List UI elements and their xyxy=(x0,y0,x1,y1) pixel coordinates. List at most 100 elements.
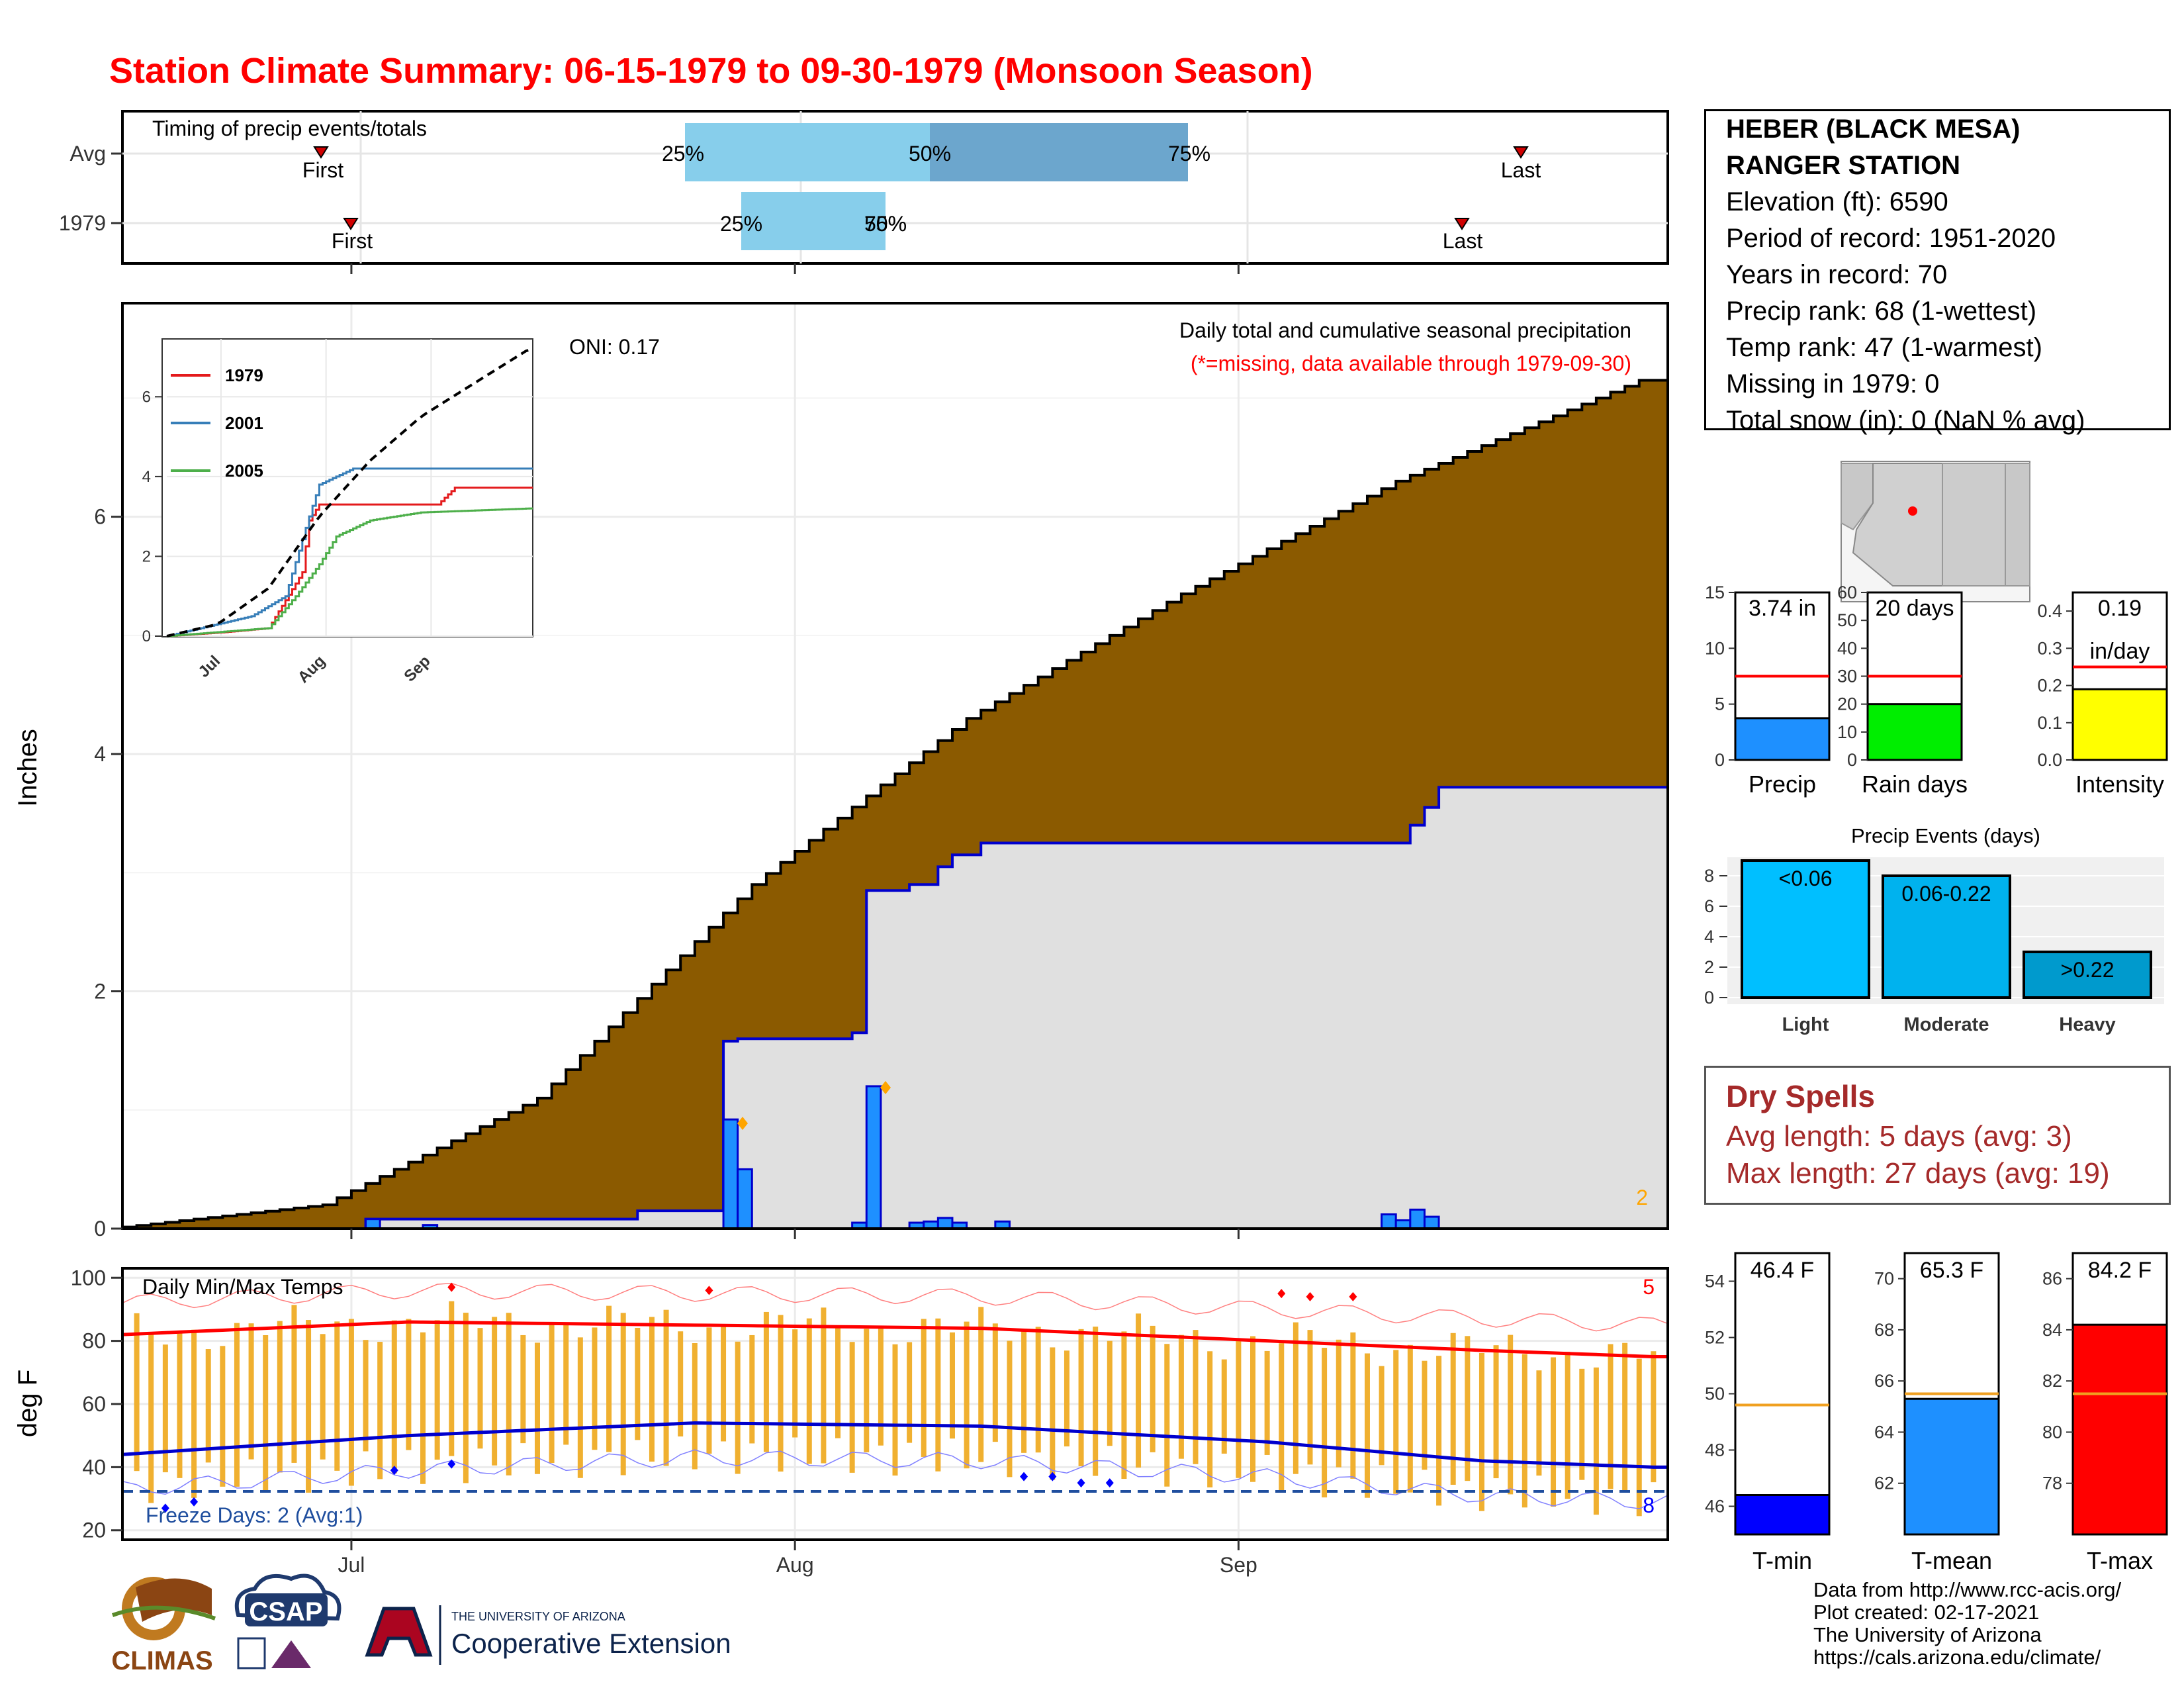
events-bar-Moderate xyxy=(1882,874,2011,999)
daily-temp-bar xyxy=(1536,1370,1542,1476)
avg-min-line xyxy=(122,1421,1668,1469)
mini-value: 20 days xyxy=(1875,596,1954,621)
temp-summary-label: T-min xyxy=(1752,1547,1812,1574)
station-missing: Missing in 1979: 0 xyxy=(1726,369,1940,399)
events-tick-label: 6 xyxy=(1704,896,1714,916)
temp-summary-bar-T-mean xyxy=(1903,1397,2000,1536)
events-tick-label: 2 xyxy=(1704,957,1714,977)
temp-summary-tick-label: 82 xyxy=(2042,1371,2062,1391)
daily-temp-bar xyxy=(864,1329,870,1452)
daily-temp-bar xyxy=(663,1309,669,1466)
daily-temp-bar xyxy=(935,1318,941,1472)
daily-temp-bar xyxy=(692,1342,698,1470)
dry-spells-box: Dry Spells Avg length: 5 days (avg: 3) M… xyxy=(1704,1066,2171,1205)
temp-summary-bar-T-min xyxy=(1734,1494,1831,1536)
daily-temp-bar xyxy=(334,1321,340,1471)
mini-label: Precip xyxy=(1749,771,1816,798)
temps-label: Daily Min/Max Temps xyxy=(142,1275,343,1299)
daily-temp-bar xyxy=(1450,1333,1456,1485)
daily-temp-bar xyxy=(1221,1359,1227,1454)
daily-temp-bar xyxy=(205,1349,211,1463)
temp-summary-label: T-max xyxy=(2087,1547,2153,1574)
record-low-marker xyxy=(161,1503,169,1513)
inset-line-2001 xyxy=(167,467,533,637)
daily-temp-bar xyxy=(148,1332,154,1503)
credits-line-3: The University of Arizona xyxy=(1813,1623,2042,1646)
daily-temp-bar xyxy=(1193,1330,1199,1464)
daily-precip-bar xyxy=(1381,1213,1397,1230)
legend-label-2001: 2001 xyxy=(225,413,263,433)
mini-tick-label: 0 xyxy=(1715,750,1725,770)
station-name-1: HEBER (BLACK MESA) xyxy=(1726,115,2021,144)
events-bar-Light xyxy=(1741,859,1870,999)
daily-temp-bar xyxy=(477,1328,483,1449)
record-low-marker xyxy=(1077,1478,1085,1488)
freeze-days: Freeze Days: 2 (Avg:1) xyxy=(146,1503,363,1527)
daily-temp-bar xyxy=(1493,1345,1499,1479)
daily-temp-bar xyxy=(849,1342,855,1473)
daily-temp-bar xyxy=(763,1311,769,1452)
timing-1979-last-marker xyxy=(1454,218,1470,230)
daily-temp-bar xyxy=(534,1342,540,1474)
temp-summary-tick-label: 52 xyxy=(1705,1328,1725,1348)
daily-temp-bar xyxy=(1522,1354,1527,1508)
daily-temp-bar xyxy=(549,1324,555,1464)
inset-y-tick: 2 xyxy=(142,547,151,565)
temp-summary-tick-label: 48 xyxy=(1705,1440,1725,1460)
csap-logo-text: CSAP xyxy=(249,1597,322,1626)
csap-logo: CSAP xyxy=(234,1573,341,1669)
station-precip-rank: Precip rank: 68 (1-wettest) xyxy=(1726,297,2037,326)
daily-temp-bar xyxy=(1207,1351,1213,1487)
daily-temp-bar xyxy=(1236,1340,1242,1478)
temps-y-label: deg F xyxy=(13,1370,42,1437)
timing-1979-p50: 50% xyxy=(864,212,907,236)
timing-label: Timing of precip events/totals xyxy=(152,117,427,140)
mini-bar-Rain days xyxy=(1866,703,1963,761)
daily-precip-bar xyxy=(936,1217,954,1230)
timing-1979-first: First xyxy=(332,229,373,253)
daily-temp-bar xyxy=(592,1327,598,1450)
daily-temp-bar xyxy=(1636,1358,1642,1517)
daily-temp-bar xyxy=(1293,1322,1298,1474)
daily-temp-bar xyxy=(306,1320,312,1493)
precip-panel: ONI: 0.17 Daily total and cumulative sea… xyxy=(13,302,1669,1241)
precip-annot-1: Daily total and cumulative seasonal prec… xyxy=(1179,318,1631,342)
daily-temp-bar xyxy=(1436,1356,1442,1506)
credits-line-2: Plot created: 02-17-2021 xyxy=(1813,1601,2040,1624)
temp-y-tick-label: 60 xyxy=(82,1392,106,1416)
station-name-2: RANGER STATION xyxy=(1726,151,1961,180)
mini-tick-label: 30 xyxy=(1837,667,1857,686)
temp-summary-tick-label: 84 xyxy=(2042,1320,2062,1340)
temp-summary-tick-label: 80 xyxy=(2042,1422,2062,1442)
x-tick-label: Jul xyxy=(338,1553,365,1577)
daily-temp-bar xyxy=(1078,1329,1084,1467)
daily-temp-bar xyxy=(1608,1344,1614,1489)
daily-temp-bar xyxy=(406,1319,412,1450)
inset-y-tick: 6 xyxy=(142,388,151,406)
daily-temp-bar xyxy=(191,1329,197,1498)
daily-temp-bar xyxy=(520,1335,526,1444)
daily-temp-bar xyxy=(806,1318,812,1464)
mini-value: 3.74 in xyxy=(1749,596,1816,621)
avg-max-line xyxy=(122,1320,1668,1358)
record-min-envelope xyxy=(122,1449,1668,1509)
events-bar-range: 0.06-0.22 xyxy=(1901,882,1991,906)
daily-temp-bar xyxy=(1407,1344,1413,1493)
station-info-box: HEBER (BLACK MESA) RANGER STATION Elevat… xyxy=(1704,109,2171,435)
daily-temp-bar xyxy=(1107,1340,1113,1446)
daily-temp-bar xyxy=(1336,1339,1342,1468)
station-location-marker xyxy=(1908,506,1917,516)
timing-row-avg: Avg xyxy=(69,142,106,165)
daily-temp-bar xyxy=(563,1323,569,1445)
daily-temp-bar xyxy=(892,1344,898,1476)
oni-label: ONI: 0.17 xyxy=(569,335,660,359)
daily-temp-bar xyxy=(1307,1330,1313,1465)
events-bar-label: Heavy xyxy=(2059,1014,2115,1035)
daily-temp-bar xyxy=(1479,1352,1484,1511)
daily-temp-bar xyxy=(134,1313,140,1472)
daily-temp-bar xyxy=(1050,1347,1056,1480)
daily-temp-bar xyxy=(1622,1342,1628,1491)
timing-1979-last: Last xyxy=(1443,229,1483,253)
temp-summary-tick-label: 68 xyxy=(1874,1320,1894,1340)
